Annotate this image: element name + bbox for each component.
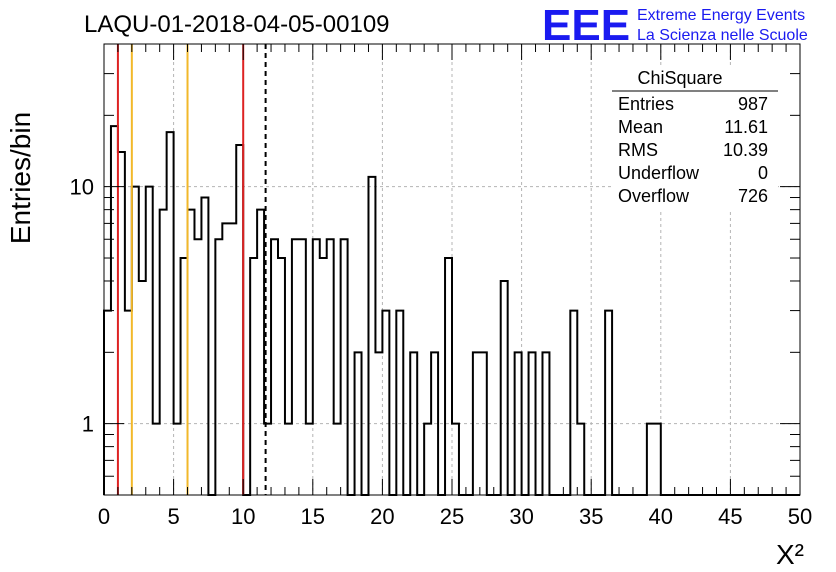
y-axis-label: Entries/bin [5, 112, 36, 244]
stats-label: Overflow [618, 186, 690, 206]
histogram-bar [236, 145, 243, 495]
eee-logo-line2: La Scienza nelle Scuole [637, 27, 808, 44]
x-tick-label: 5 [167, 504, 179, 529]
histogram-bar [292, 239, 299, 495]
x-tick-label: 20 [370, 504, 394, 529]
histogram-bar [285, 424, 292, 495]
stats-box: ChiSquare Entries 987 Mean 11.61 RMS 10.39 Und… [612, 66, 778, 210]
histogram-bar [501, 281, 508, 495]
stats-label: Underflow [618, 163, 700, 183]
histogram-bar [299, 239, 306, 495]
y-tick-label: 10 [70, 175, 94, 200]
histogram-bar [215, 239, 222, 495]
histogram-bar [250, 258, 257, 495]
histogram-bar [181, 258, 188, 495]
stats-label: Entries [618, 94, 674, 114]
y-axis-ticks: 1 10 [70, 43, 800, 496]
histogram-bar [368, 177, 375, 495]
x-tick-label: 25 [440, 504, 464, 529]
y-tick-label: 1 [82, 412, 94, 437]
histogram-bar [424, 424, 431, 495]
stats-value: 11.61 [724, 117, 768, 137]
histogram-bar [320, 258, 327, 495]
histogram-bar [654, 424, 661, 495]
histogram-bar [605, 311, 612, 495]
eee-logo-mark: EEE [542, 1, 630, 50]
histogram-bar [201, 198, 208, 495]
histogram-bar [445, 258, 452, 495]
histogram-bar [647, 424, 654, 495]
stats-value: 0 [758, 163, 768, 183]
stats-label: RMS [618, 140, 658, 160]
histogram-bar [174, 424, 181, 495]
x-tick-label: 45 [718, 504, 742, 529]
eee-logo-line1: Extreme Energy Events [637, 7, 805, 24]
x-tick-label: 30 [509, 504, 533, 529]
histogram-bar [194, 239, 201, 495]
histogram-bar [313, 239, 320, 495]
stats-box-bg [612, 66, 778, 210]
stats-label: Mean [618, 117, 663, 137]
stats-value: 10.39 [723, 140, 768, 160]
x-tick-label: 40 [649, 504, 673, 529]
histogram-bar [341, 239, 348, 495]
histogram-bar [229, 223, 236, 495]
histogram-bar [577, 424, 584, 495]
marker-lines [116, 44, 267, 495]
histogram-bar [396, 311, 403, 495]
histogram-bar [125, 311, 132, 495]
histogram-bar [334, 424, 341, 495]
x-tick-label: 15 [301, 504, 325, 529]
chart-title: LAQU-01-2018-04-05-00109 [84, 11, 390, 38]
histogram-bar [570, 311, 577, 495]
histogram-bar [153, 424, 160, 495]
histogram-bar [160, 210, 167, 495]
histogram-bar [271, 239, 278, 495]
histogram-bar [132, 187, 139, 495]
x-axis-label: X² [776, 539, 804, 570]
histogram-bar [306, 424, 313, 495]
histogram-bar [188, 210, 195, 495]
stats-value: 726 [738, 186, 768, 206]
histogram-bar [104, 311, 111, 495]
histogram-bar [139, 281, 146, 495]
histogram-bar [118, 152, 125, 495]
x-tick-label: 50 [788, 504, 812, 529]
histogram-bar [257, 210, 264, 495]
histogram-bar [278, 258, 285, 495]
eee-logo: EEE Extreme Energy Events La Scienza nel… [542, 1, 808, 50]
x-tick-label: 35 [579, 504, 603, 529]
histogram-bar [327, 239, 334, 495]
stats-rows: Entries 987 Mean 11.61 RMS 10.39 Underflow 0 Ove… [618, 94, 768, 206]
histogram-bar [452, 424, 459, 495]
stats-title: ChiSquare [637, 68, 722, 88]
stats-value: 987 [738, 94, 768, 114]
histogram-bar [382, 311, 389, 495]
histogram-bar [222, 223, 229, 495]
x-tick-label: 10 [231, 504, 255, 529]
x-tick-label: 0 [98, 504, 110, 529]
histogram-bar [146, 187, 153, 495]
x-axis-ticks: 0 5 10 15 20 25 30 35 40 45 50 [98, 44, 812, 529]
